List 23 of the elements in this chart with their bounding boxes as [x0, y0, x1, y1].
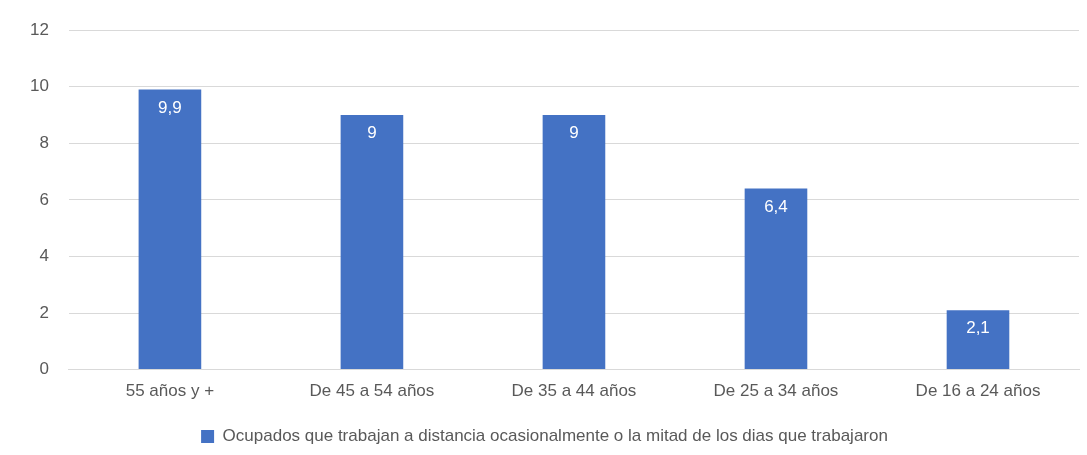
y-tick-label: 2: [39, 302, 49, 322]
bar: [744, 188, 808, 370]
data-label: 9: [569, 123, 579, 143]
legend-label: Ocupados que trabajan a distancia ocasionalmente o la mitad de los dias que trabajaron: [222, 426, 888, 446]
x-tick-label: De 16 a 24 años: [915, 381, 1041, 401]
bar: [542, 115, 606, 370]
y-tick-label: 0: [39, 359, 49, 379]
y-tick-label: 12: [29, 19, 49, 39]
data-label: 9: [367, 123, 377, 143]
x-tick-label: De 25 a 34 años: [713, 381, 839, 401]
bar: [946, 310, 1010, 370]
x-tick-label: De 45 a 54 años: [309, 381, 435, 401]
bar: [138, 89, 202, 370]
x-tick-label: De 35 a 44 años: [511, 381, 637, 401]
bar: [340, 115, 404, 370]
y-tick-label: 10: [29, 76, 49, 96]
x-tick-label: 55 años y +: [125, 381, 215, 401]
data-label: 9,9: [158, 97, 182, 117]
y-tick-label: 6: [39, 189, 49, 209]
data-label: 6,4: [764, 196, 788, 216]
y-tick-label: 8: [39, 133, 49, 153]
y-tick-label: 4: [39, 246, 49, 266]
data-label: 2,1: [966, 318, 990, 338]
